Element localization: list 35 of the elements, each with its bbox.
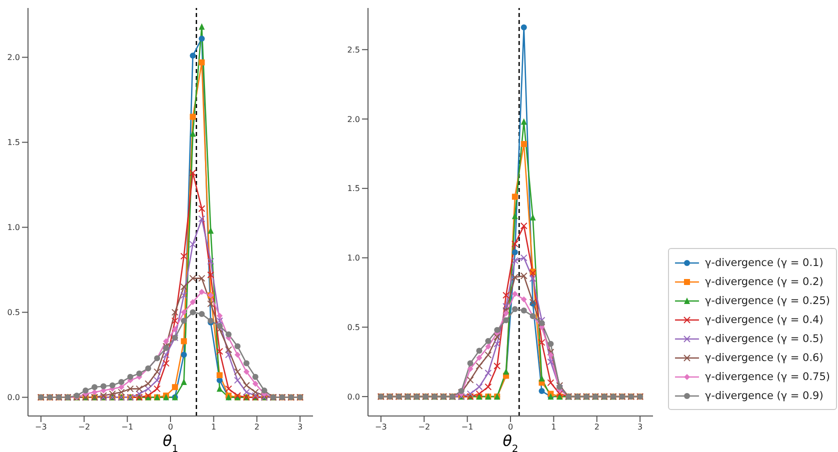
legend-label: γ-divergence (γ = 0.25) xyxy=(705,294,830,306)
y-tick-label: 0.5 xyxy=(7,308,20,318)
x-tick-label: −2 xyxy=(418,422,430,432)
y-tick-label: 1.0 xyxy=(7,223,20,232)
y-tick-label: 1.0 xyxy=(347,254,360,263)
x-tick-label: 3 xyxy=(638,422,643,432)
x-axis-title: θ$_{2}$ xyxy=(502,432,518,452)
x-tick-label: 2 xyxy=(254,422,260,432)
x-tick-label: 1 xyxy=(551,422,556,432)
legend-label: γ-divergence (γ = 0.5) xyxy=(705,332,824,344)
y-tick-label: 0.0 xyxy=(7,393,20,402)
y-tick-label: 0.5 xyxy=(347,323,360,332)
legend-label: γ-divergence (γ = 0.1) xyxy=(705,256,824,268)
y-tick-label: 2.0 xyxy=(347,114,360,124)
y-tick-label: 2.5 xyxy=(347,45,360,54)
y-tick-label: 0.0 xyxy=(347,392,360,402)
x-tick-label: 0 xyxy=(168,422,174,432)
x-tick-label: 0 xyxy=(508,422,514,432)
legend-label: γ-divergence (γ = 0.9) xyxy=(705,390,824,402)
y-tick-label: 1.5 xyxy=(7,138,20,148)
x-tick-label: −2 xyxy=(78,422,90,432)
x-tick-label: 3 xyxy=(298,422,303,432)
legend-label: γ-divergence (γ = 0.75) xyxy=(705,370,830,382)
x-tick-label: −3 xyxy=(35,422,47,432)
x-tick-label: 2 xyxy=(594,422,600,432)
x-tick-label: −1 xyxy=(121,422,134,432)
legend-label: γ-divergence (γ = 0.6) xyxy=(705,352,824,364)
x-tick-label: −3 xyxy=(375,422,387,432)
legend-label: γ-divergence (γ = 0.4) xyxy=(705,314,824,326)
y-tick-label: 1.5 xyxy=(347,184,360,194)
x-tick-label: −1 xyxy=(461,422,474,432)
y-tick-label: 2.0 xyxy=(7,53,20,62)
x-axis-title: θ$_{1}$ xyxy=(162,432,178,452)
x-tick-label: 1 xyxy=(211,422,216,432)
legend-label: γ-divergence (γ = 0.2) xyxy=(705,276,824,288)
